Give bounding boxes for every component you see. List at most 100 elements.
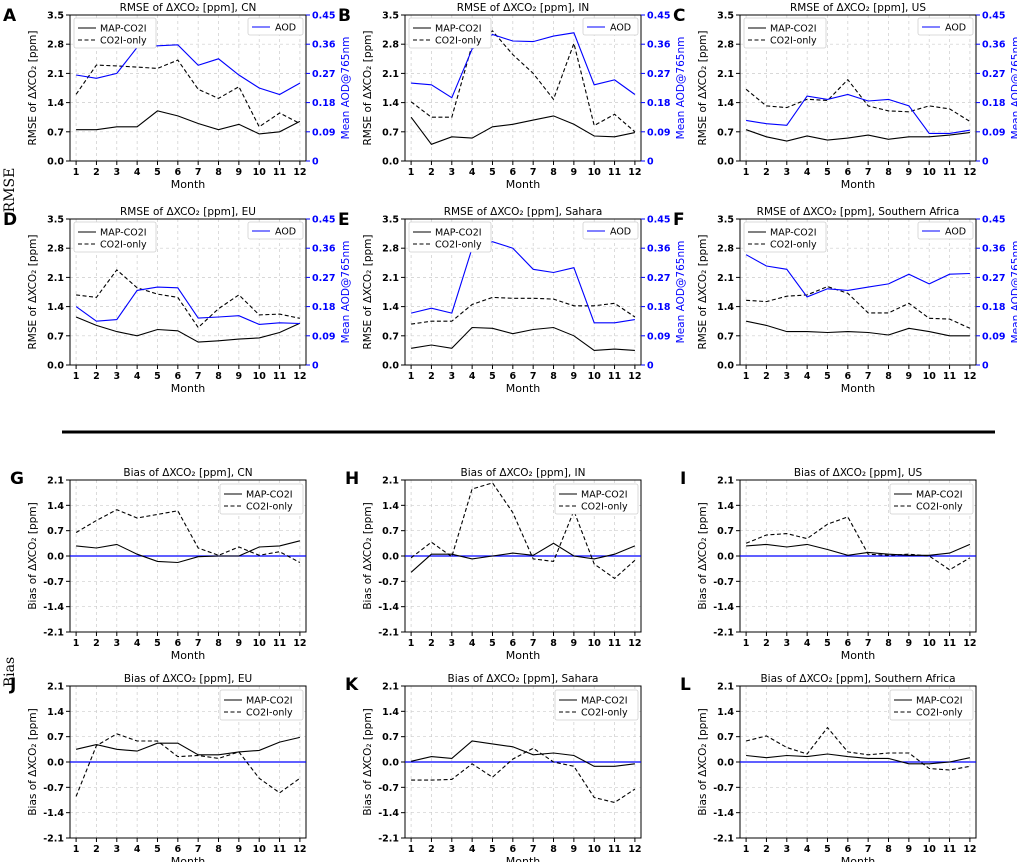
y-tick-label: -1.4 — [713, 602, 734, 613]
y-axis-label: Bias of ΔXCO₂ [ppm] — [27, 708, 39, 815]
series-line-co2i-only — [75, 733, 301, 797]
y2-tick-label: 0.18 — [647, 302, 671, 313]
panel-letter: F — [673, 210, 685, 230]
y2-tick-label: 0.27 — [647, 69, 670, 80]
legend-aod: AOD — [247, 17, 304, 36]
x-axis-label: Month — [171, 855, 206, 862]
x-tick-label: 1 — [743, 167, 750, 178]
y2-tick-label: 0.27 — [982, 69, 1005, 80]
y2-tick-label: 0.45 — [982, 215, 1005, 226]
y-tick-label: 1.4 — [382, 98, 399, 109]
legend-label: MAP-CO2I — [435, 24, 482, 35]
x-tick-label: 1 — [408, 638, 415, 649]
x-tick-label: 10 — [588, 844, 602, 855]
legend-label: CO2I-only — [770, 36, 817, 47]
legend-label: MAP-CO2I — [435, 228, 482, 239]
x-tick-label: 9 — [236, 638, 243, 649]
x-tick-label: 4 — [469, 371, 476, 382]
x-tick-label: 1 — [743, 371, 750, 382]
legend-label: MAP-CO2I — [100, 228, 147, 239]
x-tick-label: 9 — [571, 638, 578, 649]
y-tick-label: 1.4 — [717, 707, 734, 718]
chart-title: RMSE of ΔXCO₂ [ppm], CN — [120, 2, 257, 14]
x-tick-label: 5 — [824, 371, 831, 382]
panel-b: 0.00.71.42.12.83.51 2 3 4 5 6 7 8 9 10 11 12MonthRM… — [338, 2, 687, 191]
y-tick-label: 1.4 — [382, 501, 399, 512]
y-tick-label: 1.4 — [47, 501, 64, 512]
x-tick-label: 10 — [923, 371, 937, 382]
x-tick-label: 5 — [489, 844, 496, 855]
series-line-co2i-only — [410, 30, 636, 133]
x-tick-label: 5 — [154, 638, 161, 649]
legend-label: CO2I-only — [246, 502, 293, 513]
y-tick-label: 1.4 — [717, 302, 734, 313]
x-tick-label: 12 — [963, 371, 976, 382]
y2-tick-label: 0.09 — [312, 127, 335, 138]
y-tick-label: 0.7 — [717, 331, 734, 342]
x-tick-label: 3 — [448, 167, 455, 178]
y-tick-label: 0.7 — [47, 127, 64, 138]
y2-tick-label: 0 — [647, 361, 654, 372]
legend-label: AOD — [610, 227, 631, 238]
panel-g: -2.1-1.4-0.70.00.71.42.11 2 3 4 5 6 7 8 9 10 11 12M… — [10, 467, 307, 662]
legend-label: MAP-CO2I — [916, 696, 963, 707]
y-tick-label: 0.7 — [47, 526, 64, 537]
y-tick-label: 0.0 — [717, 361, 734, 372]
x-axis-label: Month — [841, 178, 876, 191]
legend-box — [582, 17, 639, 36]
legend-label: AOD — [275, 23, 296, 34]
x-tick-label: 1 — [73, 371, 80, 382]
y-tick-label: 1.4 — [717, 98, 734, 109]
x-tick-label: 1 — [73, 638, 80, 649]
series-line-co2i-only — [76, 269, 301, 329]
y-tick-label: 1.4 — [382, 707, 399, 718]
y-tick-label: 2.1 — [717, 476, 734, 487]
chart-title: RMSE of ΔXCO₂ [ppm], US — [790, 2, 926, 14]
x-tick-label: 3 — [448, 371, 455, 382]
series-line-map-co2i — [410, 740, 635, 767]
x-tick-label: 4 — [134, 844, 141, 855]
y-axis-label: Bias of ΔXCO₂ [ppm] — [27, 502, 39, 609]
y2-tick-label: 0.36 — [312, 244, 336, 255]
legend-label: CO2I-only — [581, 502, 628, 513]
x-tick-label: 11 — [608, 371, 621, 382]
y2-tick-label: 0.36 — [982, 244, 1006, 255]
legend-label: CO2I-only — [916, 708, 963, 719]
legend-box — [917, 17, 974, 36]
y2-tick-label: 0.36 — [647, 40, 671, 51]
y2-tick-label: 0.36 — [312, 40, 336, 51]
y-tick-label: -0.7 — [378, 783, 399, 794]
legend-label: CO2I-only — [435, 36, 482, 47]
y-tick-label: 1.4 — [47, 302, 64, 313]
x-tick-label: 6 — [845, 167, 852, 178]
y-tick-label: -1.4 — [378, 602, 399, 613]
y-tick-label: 0.7 — [47, 732, 64, 743]
series-line-aod — [745, 254, 970, 298]
y-tick-label: 2.1 — [47, 273, 64, 284]
chart-title: Bias of ΔXCO₂ [ppm], US — [794, 467, 923, 479]
legend-label: CO2I-only — [100, 240, 147, 251]
x-tick-label: 4 — [804, 844, 811, 855]
y-axis-label: RMSE of ΔXCO₂ [ppm] — [362, 235, 374, 350]
x-tick-label: 7 — [865, 167, 872, 178]
y-tick-label: 2.1 — [382, 273, 399, 284]
x-tick-label: 5 — [489, 638, 496, 649]
x-tick-label: 7 — [195, 638, 202, 649]
x-tick-label: 10 — [588, 167, 602, 178]
x-tick-label: 6 — [175, 844, 182, 855]
series-line-aod — [75, 286, 300, 325]
series-line-map-co2i — [411, 326, 635, 351]
y-tick-label: 2.1 — [717, 682, 734, 693]
row-label-bias: Bias — [2, 657, 18, 687]
x-tick-label: 3 — [783, 844, 790, 855]
y-tick-label: 0.7 — [382, 526, 399, 537]
y-tick-label: 0.7 — [717, 526, 734, 537]
y-tick-label: 3.5 — [47, 215, 64, 226]
x-tick-label: 8 — [885, 638, 892, 649]
x-tick-label: 8 — [550, 638, 557, 649]
legend-label: MAP-CO2I — [581, 696, 628, 707]
x-tick-label: 11 — [608, 638, 621, 649]
legend-label: MAP-CO2I — [246, 490, 293, 501]
